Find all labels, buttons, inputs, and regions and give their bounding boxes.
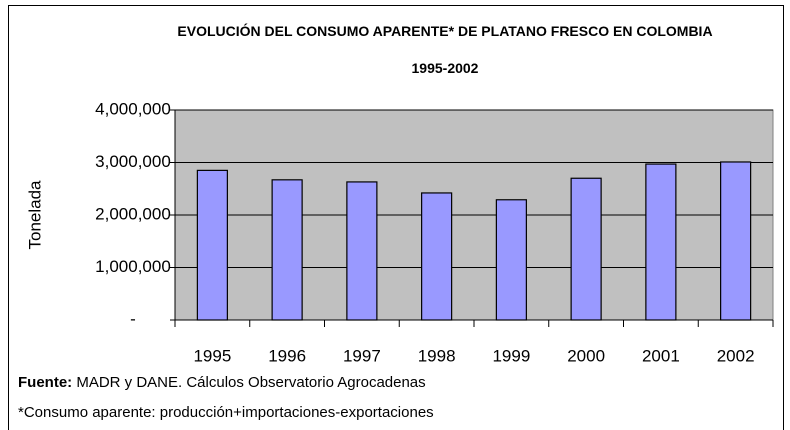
x-tick-label: 1999 [492, 346, 530, 365]
bar [645, 163, 677, 321]
bar [346, 181, 378, 321]
bar [271, 179, 303, 321]
y-tick-label: 2,000,000 [95, 204, 171, 223]
x-tick-label: 2000 [567, 346, 605, 365]
bar [196, 169, 228, 321]
footnote: *Consumo aparente: producción+importacio… [18, 404, 434, 421]
y-tick-label: - [130, 309, 136, 328]
x-tick-label: 1998 [418, 346, 456, 365]
bar [570, 177, 602, 321]
bar [421, 192, 453, 321]
x-tick-label: 1995 [193, 346, 231, 365]
y-tick-label: 1,000,000 [95, 257, 171, 276]
x-tick-label: 2001 [642, 346, 680, 365]
y-tick-label: 3,000,000 [95, 152, 171, 171]
y-axis-label: Tonelada [25, 180, 44, 250]
source-label: Fuente: [18, 374, 73, 391]
source: Fuente: MADR y DANE. Cálculos Observator… [18, 374, 426, 391]
y-tick-label: 4,000,000 [95, 99, 171, 118]
x-tick-label: 1997 [343, 346, 381, 365]
bar [720, 161, 752, 321]
x-tick-label: 1996 [268, 346, 306, 365]
source-text: MADR y DANE. Cálculos Observatorio Agroc… [76, 374, 426, 391]
chart-frame [8, 5, 784, 430]
x-tick-label: 2002 [717, 346, 755, 365]
bar [495, 199, 527, 321]
chart-title: EVOLUCIÓN DEL CONSUMO APARENTE* DE PLATA… [177, 23, 713, 76]
